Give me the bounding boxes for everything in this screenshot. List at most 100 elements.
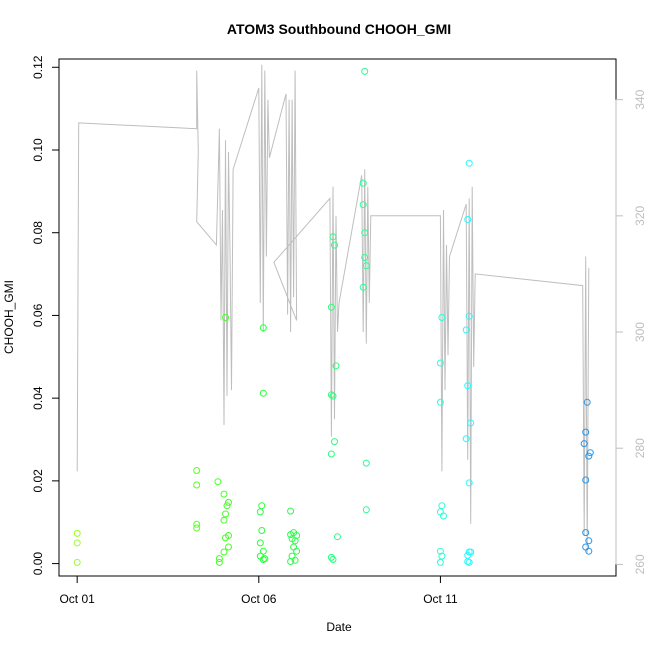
data-point-54 [359,201,367,209]
data-point-50 [327,553,335,561]
data-point-88 [582,476,590,484]
secondary-y-axis: 260 280 300 320 340 [615,89,647,574]
data-point-0 [73,529,81,537]
data-point-18 [215,555,223,563]
data-point-16 [225,543,232,551]
y-tick-label-3: 0.06 [31,303,45,327]
y2-tick-label-0: 260 [633,554,647,574]
data-point-53 [359,179,367,187]
data-point-48 [327,450,335,458]
data-point-7 [214,478,222,486]
y-tick-label-1: 0.02 [31,469,45,493]
scatter-points [73,67,594,566]
data-point-10 [225,498,232,506]
data-point-77 [465,479,473,487]
data-point-21 [259,389,267,397]
secondary-series-line [76,64,590,553]
data-point-43 [327,303,335,311]
y2-tick-label-4: 340 [633,89,647,109]
data-point-4 [193,481,201,489]
data-point-12 [222,510,229,518]
data-point-86 [586,449,594,457]
y-tick-label-6: 0.12 [31,55,45,79]
data-point-51 [329,556,337,563]
data-point-89 [582,529,590,537]
data-point-8 [222,314,229,321]
data-point-36 [290,543,298,551]
data-point-11 [223,502,231,510]
data-point-57 [362,262,370,270]
data-point-46 [329,392,337,400]
data-point-13 [220,516,228,524]
data-point-26 [259,547,267,555]
data-point-20 [259,324,267,332]
y-tick-label-0: 0.00 [31,552,45,576]
data-point-24 [258,527,266,534]
y-tick-label-2: 0.04 [31,386,45,410]
x-tick-label-2: Oct 11 [423,592,458,606]
data-point-68 [438,552,446,560]
data-point-41 [329,233,337,241]
data-point-92 [585,547,593,555]
data-point-6 [193,524,201,532]
data-point-15 [222,534,229,542]
data-point-17 [220,548,228,556]
data-point-56 [361,254,369,261]
data-point-5 [193,520,201,528]
data-point-61 [438,314,446,321]
data-point-85 [580,440,588,448]
data-point-71 [464,216,472,223]
data-point-67 [436,547,444,555]
data-point-60 [362,506,370,514]
data-point-62 [436,359,444,367]
data-point-83 [583,398,591,406]
data-point-73 [462,326,470,334]
data-point-76 [462,435,470,443]
x-tick-label-1: Oct 06 [241,592,277,606]
data-point-58 [359,283,367,291]
data-point-42 [331,241,338,249]
data-point-55 [361,229,369,237]
y-tick-label-5: 0.10 [31,138,45,162]
x-axis: Oct 01 Oct 06 Oct 11 [59,575,458,606]
data-point-87 [585,452,593,460]
data-point-19 [215,558,223,566]
data-point-35 [291,537,299,545]
data-point-44 [332,362,340,370]
data-point-65 [436,508,444,516]
y2-tick-label-2: 300 [633,322,647,342]
data-point-64 [438,502,446,510]
y-axis-label: CHOOH_GMI [2,280,16,354]
data-point-39 [291,556,299,564]
data-point-2 [73,558,81,566]
data-point-91 [582,543,590,551]
y-tick-label-4: 0.08 [31,221,45,245]
data-point-3 [193,467,201,474]
data-point-66 [440,512,447,520]
y2-tick-label-3: 320 [633,206,647,226]
y-axis: 0.00 0.02 0.04 0.06 0.08 0.10 0.12 [31,55,60,576]
data-point-72 [465,312,473,320]
data-point-30 [287,507,295,515]
data-point-49 [334,533,341,541]
data-point-70 [465,159,473,167]
x-tick-label-0: Oct 01 [59,592,95,606]
data-point-45 [327,391,335,399]
data-point-59 [362,459,370,467]
data-point-23 [256,508,264,516]
data-point-22 [258,502,266,510]
data-point-40 [287,558,295,565]
data-point-29 [261,555,269,563]
x-axis-label: Date [326,620,352,634]
data-point-90 [585,537,593,545]
data-point-25 [256,539,264,547]
y2-tick-label-1: 280 [633,438,647,458]
data-point-75 [467,419,475,427]
data-point-9 [220,490,228,498]
data-point-82 [465,558,473,566]
data-point-84 [582,428,590,436]
data-point-74 [464,382,472,390]
data-point-81 [464,558,472,565]
